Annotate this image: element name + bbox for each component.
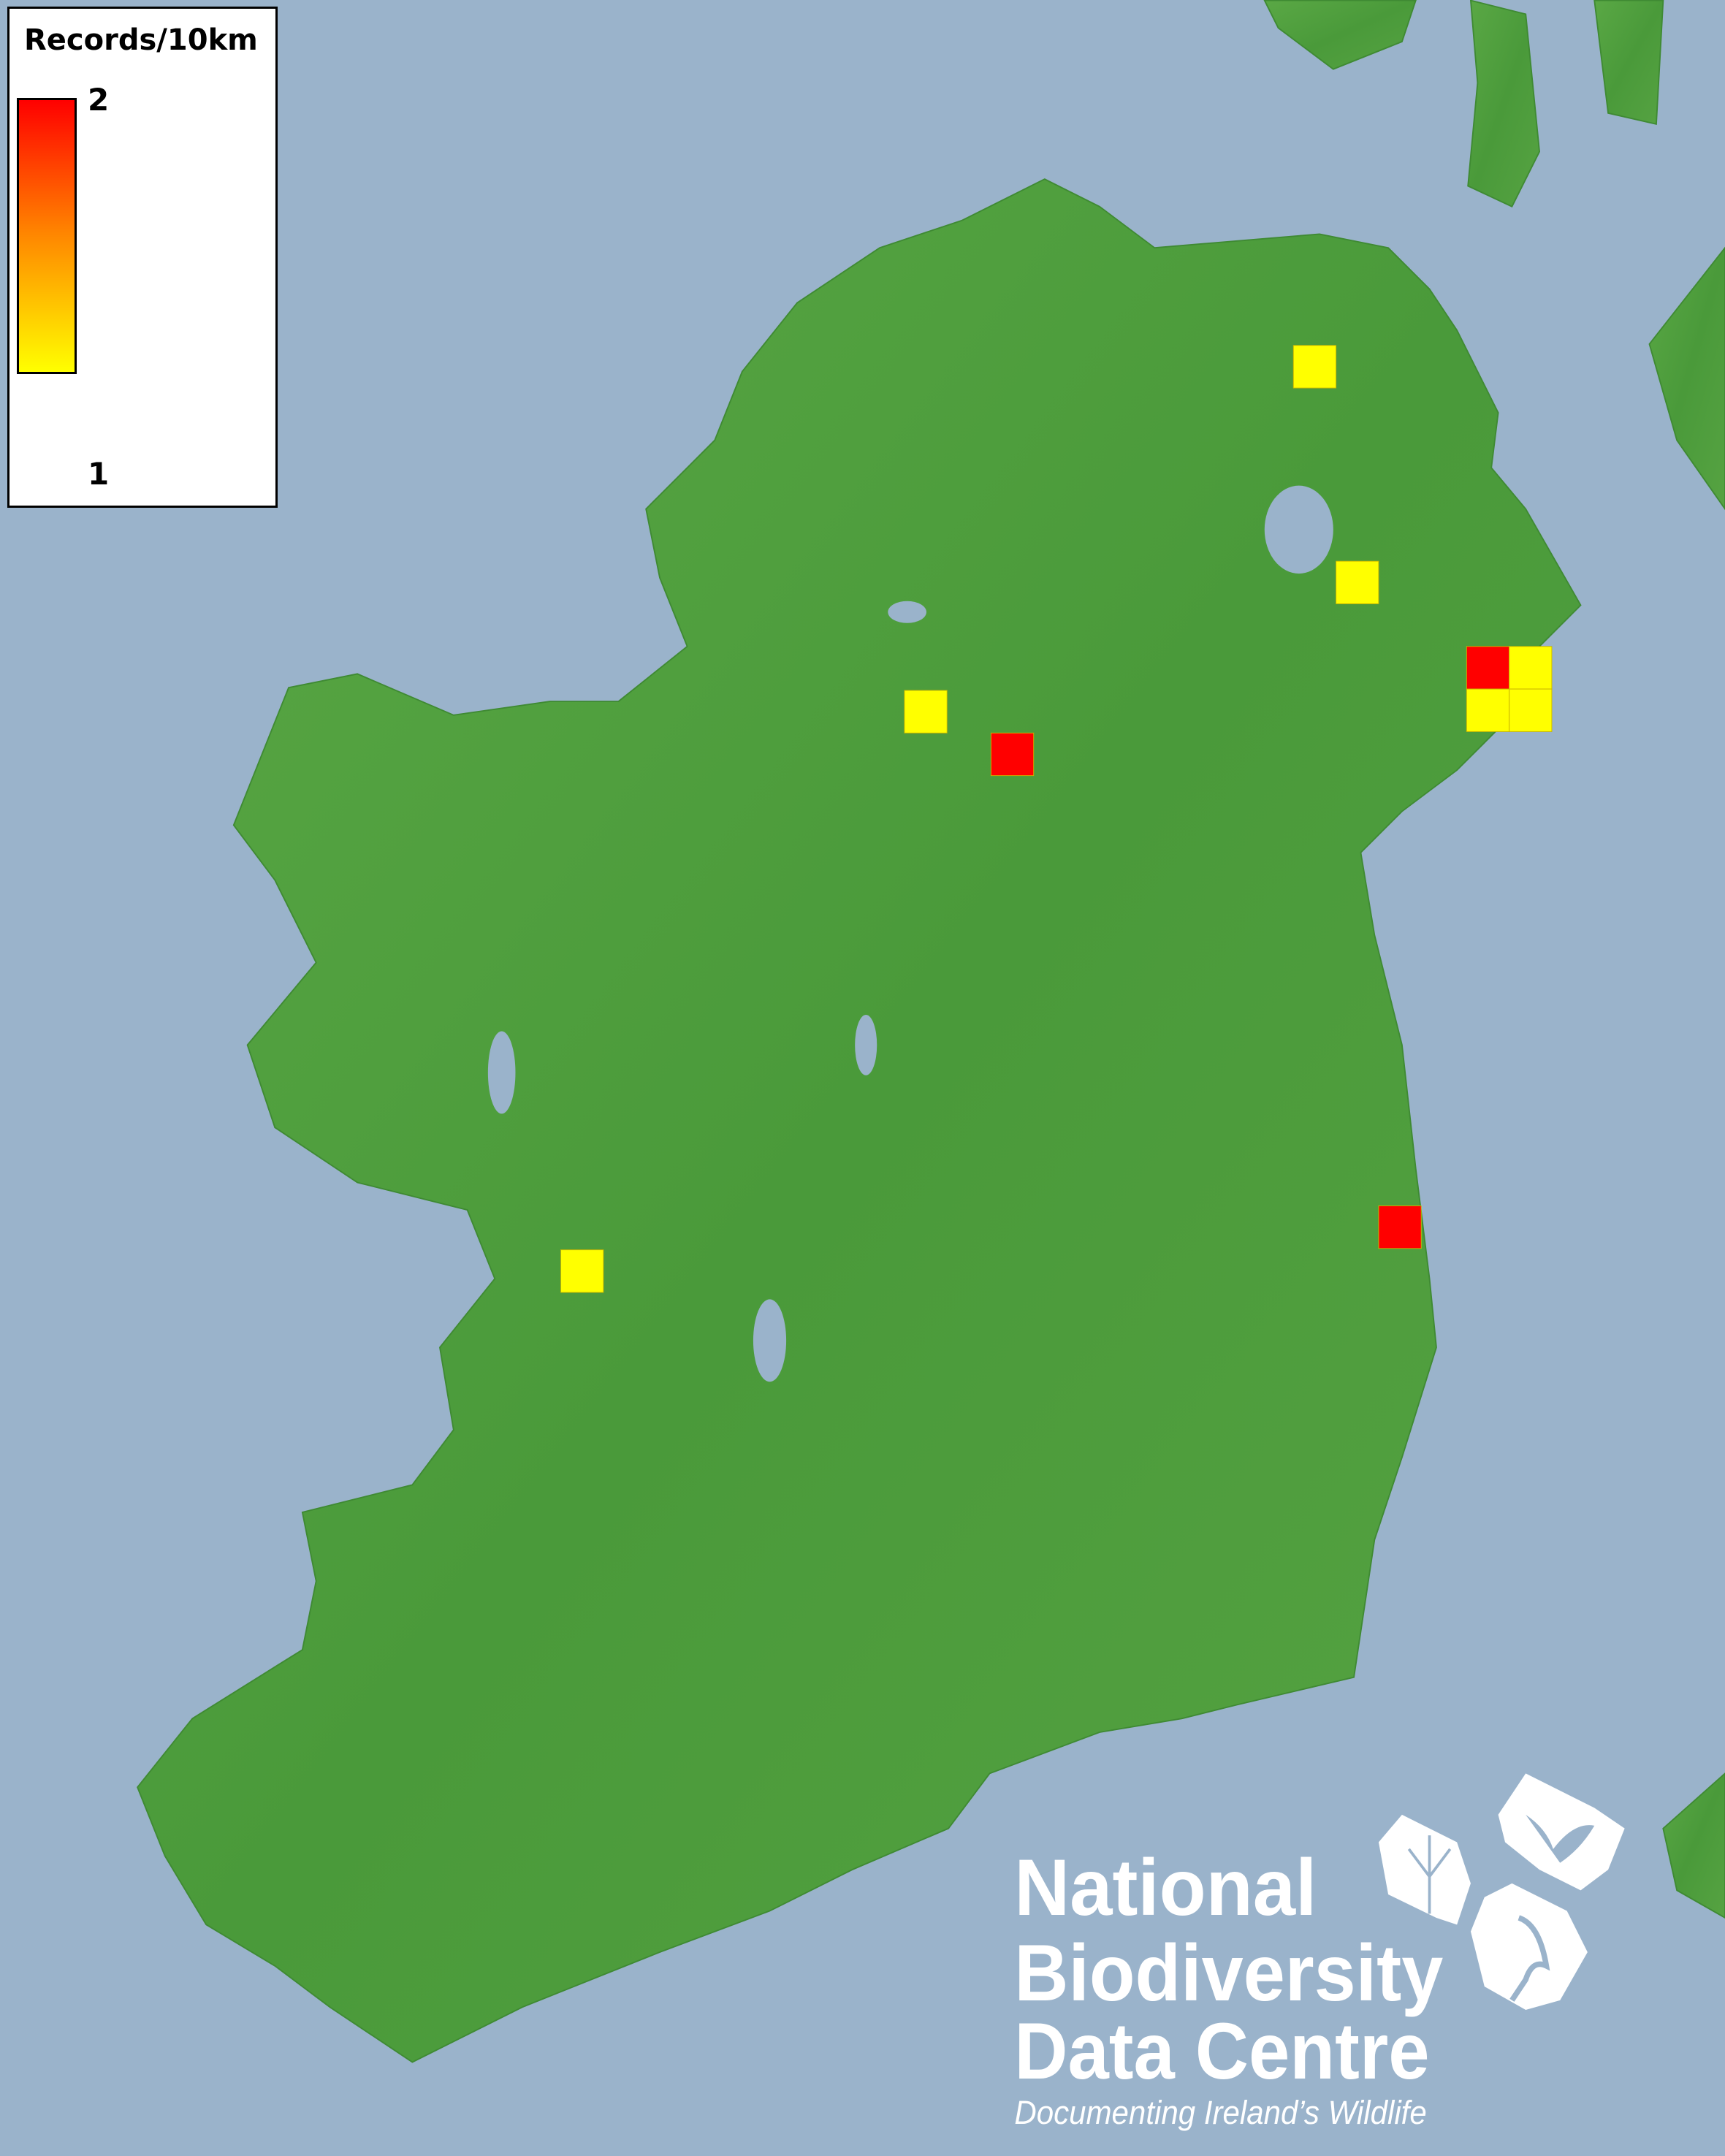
- seahorse-icon: [1470, 1883, 1588, 2011]
- logo-line-biodiversity: Biodiversity: [1014, 1929, 1443, 2018]
- scotland-galloway-landmass: [1648, 246, 1725, 511]
- record-square-2: [1466, 646, 1510, 690]
- butterfly-icon: [1498, 1773, 1625, 1891]
- record-square-1: [904, 690, 948, 734]
- record-square-1: [560, 1249, 604, 1293]
- lough-derg: [753, 1299, 787, 1382]
- lough-ree: [855, 1014, 877, 1075]
- legend-max-label: 2: [88, 82, 110, 118]
- record-square-1: [1292, 345, 1337, 389]
- logo-line-data-centre: Data Centre: [1014, 2007, 1429, 2096]
- record-squares: [560, 345, 1553, 1293]
- logo-line-national: National: [1014, 1843, 1317, 1932]
- land-masses: [137, 0, 1725, 2063]
- legend: Records/10km 2 1: [7, 7, 278, 508]
- legend-title: Records/10km: [24, 23, 258, 57]
- lakes: [487, 485, 1333, 1382]
- record-square-2: [990, 732, 1035, 777]
- logo: National Biodiversity Data Centre Docume…: [1014, 1773, 1625, 2131]
- legend-colorbar: [17, 98, 77, 374]
- scotland-arran-landmass: [1593, 0, 1664, 126]
- logo-tagline: Documenting Ireland’s Wildlife: [1014, 2094, 1426, 2131]
- record-square-1: [1509, 688, 1553, 732]
- lough-neagh: [1264, 485, 1333, 574]
- tree-icon: [1378, 1814, 1471, 1925]
- record-square-2: [1378, 1205, 1422, 1249]
- record-square-1: [1336, 560, 1379, 604]
- scotland-kintyre-landmass: [1467, 0, 1540, 208]
- lough-erne: [888, 601, 926, 623]
- legend-min-label: 1: [88, 456, 110, 492]
- lough-corrib: [487, 1031, 516, 1114]
- record-square-1: [1466, 688, 1510, 732]
- record-square-1: [1509, 646, 1553, 690]
- ireland-landmass: [137, 178, 1582, 2063]
- scotland-islay-landmass: [1263, 0, 1417, 70]
- wales-landmass: [1662, 1772, 1725, 1919]
